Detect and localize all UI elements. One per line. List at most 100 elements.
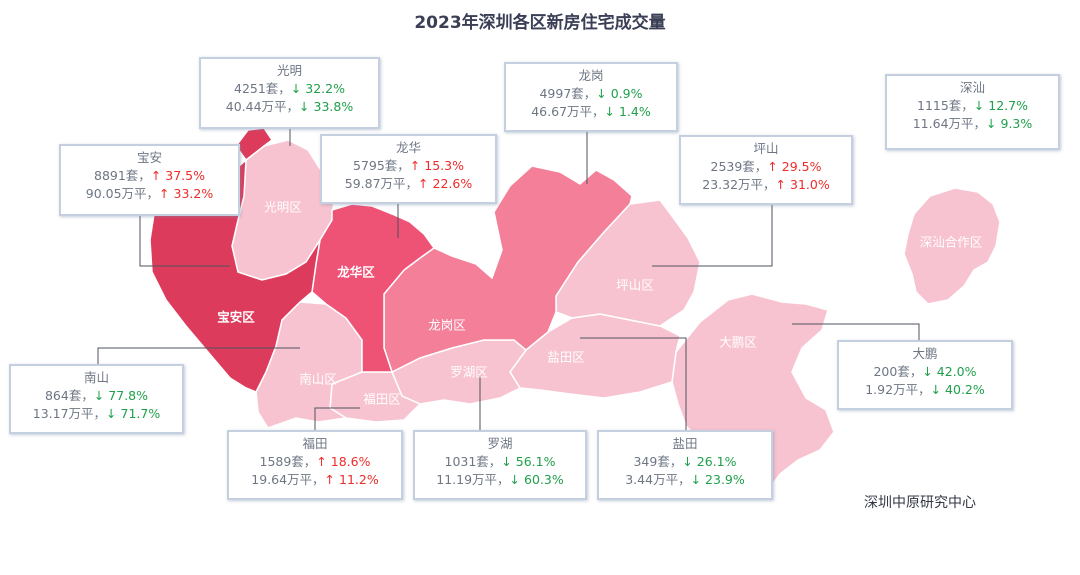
down-arrow-icon: ↓ (973, 98, 985, 113)
district-name: 龙岗 (578, 68, 604, 83)
area-change: ↓ 71.7% (106, 406, 161, 421)
down-arrow-icon: ↓ (604, 104, 616, 119)
info-box-shenshan: 深汕 1115套，↓ 12.7% 11.64万平，↓ 9.3% (885, 74, 1060, 150)
down-arrow-icon: ↓ (922, 364, 933, 379)
district-name: 大鹏 (912, 346, 938, 361)
area-change: ↓ 33.8% (299, 99, 354, 114)
region-baoan-north (235, 127, 274, 162)
up-arrow-icon: ↑ (159, 186, 170, 201)
up-arrow-icon: ↑ (324, 472, 336, 487)
area-value: 23.32万平， (702, 177, 776, 192)
sets-change: ↓ 56.1% (501, 454, 556, 469)
region-baoan (149, 158, 321, 393)
district-name: 罗湖 (487, 436, 513, 451)
sets-value: 349套， (633, 454, 683, 469)
chart-title: 2023年深圳各区新房住宅成交量 (414, 13, 666, 33)
sets-value: 8891套， (94, 168, 151, 183)
info-box-baoan: 宝安 8891套，↑ 37.5% 90.05万平，↑ 33.2% (59, 144, 240, 216)
district-name: 南山 (83, 370, 109, 385)
area-value: 1.92万平， (865, 382, 931, 397)
area-change: ↓ 60.3% (509, 472, 564, 487)
sets-value: 200套， (873, 364, 923, 379)
up-arrow-icon: ↑ (150, 168, 162, 183)
down-arrow-icon: ↓ (986, 116, 997, 131)
info-box-longhua: 龙华 5795套，↑ 15.3% 59.87万平，↑ 22.6% (320, 134, 497, 204)
area-value: 3.44万平， (625, 472, 691, 487)
leader-line-yantian (580, 337, 687, 430)
sets-change: ↑ 15.3% (409, 158, 464, 173)
info-box-pingshan: 坪山 2539套，↑ 29.5% 23.32万平，↑ 31.0% (679, 135, 853, 205)
down-arrow-icon: ↓ (509, 472, 521, 487)
map-label-futian: 福田区 (363, 391, 401, 407)
sets-value: 1031套， (444, 454, 502, 469)
region-longgang (383, 165, 633, 374)
map-label-longhua: 龙华区 (337, 264, 375, 280)
leader-line-futian (314, 407, 360, 430)
area-change: ↓ 40.2% (930, 382, 985, 397)
sets-change: ↑ 37.5% (150, 168, 205, 183)
district-name: 光明 (276, 63, 302, 78)
region-shenshan (903, 187, 1001, 305)
sets-change: ↓ 12.7% (973, 98, 1028, 113)
map-label-dapeng: 大鹏区 (719, 334, 757, 350)
area-value: 40.44万平， (225, 99, 300, 114)
down-arrow-icon: ↓ (501, 454, 512, 469)
map-label-baoan: 宝安区 (217, 309, 255, 325)
info-box-longgang: 龙岗 4997套，↓ 0.9% 46.67万平，↓ 1.4% (504, 62, 678, 132)
area-value: 90.05万平， (85, 186, 160, 201)
info-box-nanshan: 南山 864套，↓ 77.8% 13.17万平，↓ 71.7% (9, 364, 184, 434)
up-arrow-icon: ↑ (409, 158, 421, 173)
sets-change: ↑ 29.5% (767, 159, 822, 174)
sets-change: ↓ 77.8% (93, 388, 149, 403)
area-change: ↓ 9.3% (986, 116, 1033, 131)
up-arrow-icon: ↑ (775, 177, 787, 192)
area-change: ↑ 11.2% (324, 472, 379, 487)
area-change: ↑ 31.0% (775, 177, 830, 192)
area-change: ↓ 1.4% (604, 104, 651, 119)
down-arrow-icon: ↓ (596, 86, 607, 101)
sets-value: 4997套， (539, 86, 597, 101)
district-name: 福田 (302, 436, 328, 451)
sets-value: 4251套， (234, 81, 291, 96)
area-value: 11.19万平， (436, 472, 510, 487)
sets-change: ↓ 42.0% (922, 364, 977, 379)
up-arrow-icon: ↑ (316, 454, 327, 469)
map-label-longgang: 龙岗区 (428, 317, 466, 333)
source-credit: 深圳中原研究中心 (864, 495, 976, 511)
down-arrow-icon: ↓ (690, 472, 702, 487)
down-arrow-icon: ↓ (93, 388, 105, 403)
district-name: 深汕 (959, 80, 985, 95)
district-name: 宝安 (136, 150, 162, 165)
area-change: ↑ 22.6% (418, 176, 473, 191)
sets-value: 1115套， (917, 98, 974, 113)
down-arrow-icon: ↓ (290, 81, 302, 96)
map-label-shenshan: 深汕合作区 (919, 234, 983, 250)
leader-line-dapeng (792, 323, 920, 340)
area-value: 19.64万平， (251, 472, 325, 487)
area-value: 11.64万平， (912, 116, 987, 131)
down-arrow-icon: ↓ (299, 99, 310, 114)
map-label-luohu: 罗湖区 (450, 364, 488, 380)
region-yantian (509, 313, 681, 399)
area-value: 13.17万平， (32, 406, 107, 421)
map-label-yantian: 盐田区 (547, 349, 585, 365)
leader-line-pingshan (652, 205, 773, 267)
sets-change: ↑ 18.6% (316, 454, 371, 469)
sets-change: ↓ 32.2% (290, 81, 345, 96)
down-arrow-icon: ↓ (682, 454, 693, 469)
district-name: 坪山 (753, 141, 779, 156)
leader-line-baoan (139, 216, 230, 267)
sets-change: ↓ 0.9% (596, 86, 643, 101)
map-label-nanshan: 南山区 (299, 371, 337, 387)
area-change: ↑ 33.2% (159, 186, 214, 201)
area-value: 46.67万平， (531, 104, 605, 119)
map-label-guangming: 光明区 (264, 199, 302, 215)
down-arrow-icon: ↓ (930, 382, 942, 397)
sets-value: 5795套， (353, 158, 410, 173)
map-label-pingshan: 坪山区 (616, 277, 654, 293)
leader-line-nanshan (97, 347, 300, 364)
sets-change: ↓ 26.1% (682, 454, 737, 469)
area-value: 59.87万平， (344, 176, 419, 191)
info-box-luohu: 罗湖 1031套，↓ 56.1% 11.19万平，↓ 60.3% (413, 430, 587, 500)
